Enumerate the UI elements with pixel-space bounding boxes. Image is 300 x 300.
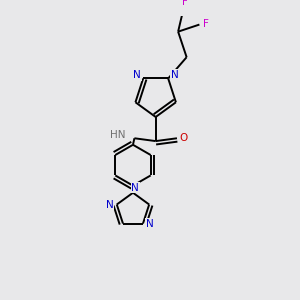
Text: F: F — [182, 0, 188, 8]
Text: O: O — [179, 133, 187, 143]
Text: N: N — [131, 183, 139, 193]
Text: N: N — [146, 218, 154, 229]
Text: N: N — [133, 70, 141, 80]
Text: N: N — [106, 200, 114, 209]
Text: HN: HN — [110, 130, 126, 140]
Text: N: N — [171, 70, 178, 80]
Text: F: F — [203, 19, 208, 29]
